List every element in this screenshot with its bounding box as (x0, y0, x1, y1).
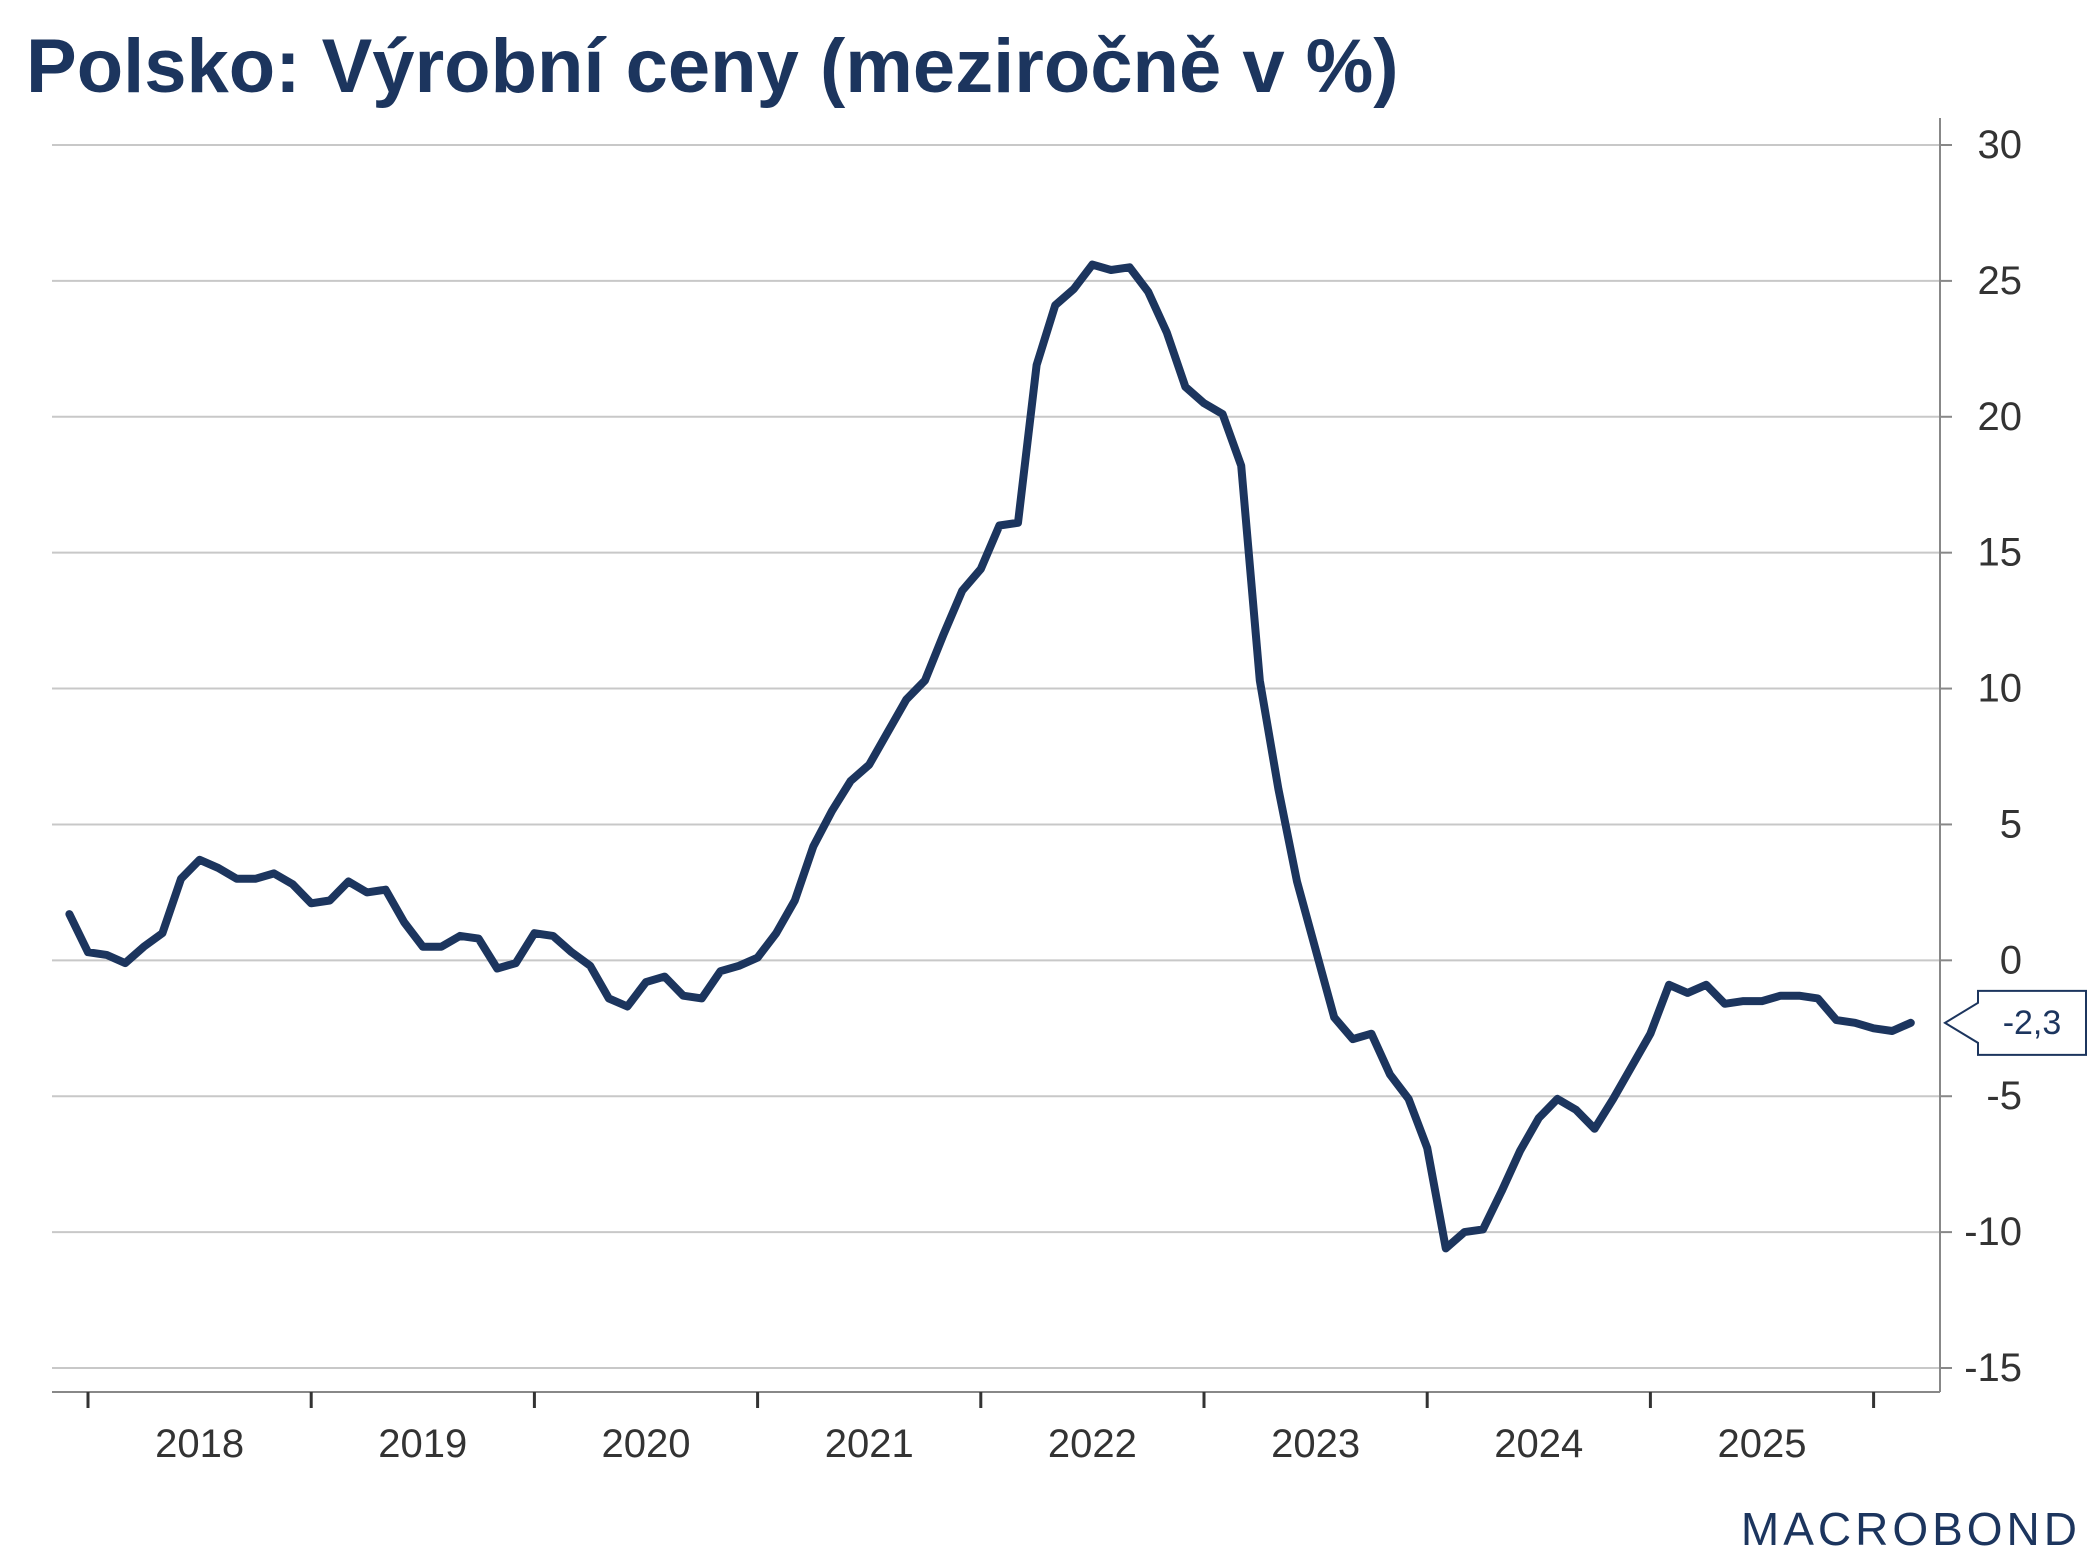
macrobond-logo: MACROBOND (1740, 1503, 2081, 1555)
x-tick-label: 2025 (1718, 1422, 1807, 1466)
y-tick-labels: 30 25 20 15 10 5 0 -5 -10 -15 (1964, 123, 2022, 1390)
callout-box (1943, 989, 2087, 1056)
x-tick-labels: 2018 2019 2020 2021 2022 2023 2024 2025 (155, 1422, 1806, 1466)
x-tick-label: 2024 (1494, 1422, 1583, 1466)
grid-lines (52, 144, 1940, 1369)
x-tick-label: 2018 (155, 1422, 244, 1466)
x-tick-label: 2023 (1271, 1422, 1360, 1466)
y-tick-label: 30 (1978, 123, 2023, 167)
y-tick-label: 5 (2000, 802, 2022, 846)
chart-title: Polsko: Výrobní ceny (meziročně v %) (26, 24, 1399, 109)
y-tick-label: 0 (2000, 938, 2022, 982)
y-tick-label: 20 (1978, 395, 2023, 439)
x-tick-label: 2021 (825, 1422, 914, 1466)
last-value-callout: -2,3 (1943, 989, 2087, 1056)
x-tick-label: 2019 (378, 1422, 467, 1466)
x-tick-label: 2020 (602, 1422, 691, 1466)
y-tick-label: -10 (1964, 1210, 2022, 1254)
y-tick-label: -15 (1964, 1346, 2022, 1390)
series-line (65, 260, 1915, 1253)
y-tick-label: 25 (1978, 259, 2023, 303)
y-tick-label: 10 (1978, 667, 2023, 711)
series-layer (65, 260, 1915, 1253)
x-tick-label: 2022 (1048, 1422, 1137, 1466)
y-tick-label: 15 (1978, 531, 2023, 575)
axes (52, 118, 1952, 1408)
y-tick-label: -5 (1986, 1074, 2022, 1118)
last-value-label: -2,3 (2003, 1004, 2062, 1042)
